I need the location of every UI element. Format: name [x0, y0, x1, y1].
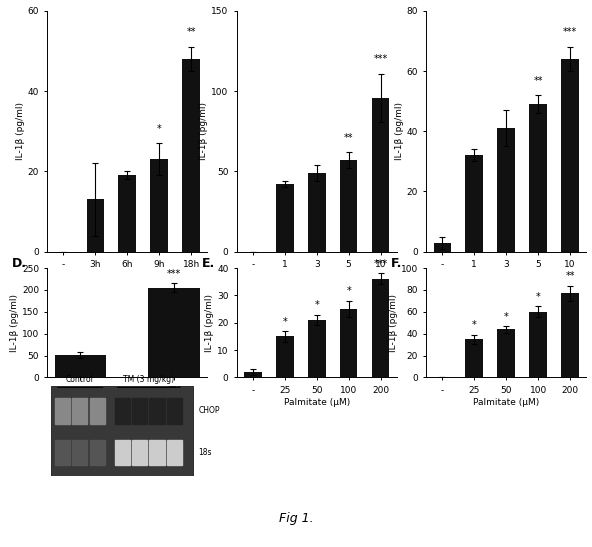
Text: Fig 1.: Fig 1. [279, 512, 313, 525]
X-axis label: TM (10 μg/ml): TM (10 μg/ml) [96, 272, 159, 281]
Text: E.: E. [202, 257, 215, 270]
Bar [465, 155, 483, 252]
Text: F.: F. [391, 257, 403, 270]
Bar [149, 398, 165, 423]
Bar [372, 279, 390, 377]
Bar [244, 372, 262, 377]
Y-axis label: IL-1β (pg/ml): IL-1β (pg/ml) [200, 102, 208, 160]
Text: CHOP: CHOP [199, 406, 220, 415]
Y-axis label: IL-1β (pg/ml): IL-1β (pg/ml) [389, 294, 398, 352]
Y-axis label: IL-1β (pg/ml): IL-1β (pg/ml) [395, 102, 404, 160]
Bar [149, 288, 200, 377]
X-axis label: TM (μg/ml): TM (μg/ml) [482, 272, 530, 281]
Bar [529, 104, 547, 252]
Bar [54, 398, 70, 423]
X-axis label: TM (μg/ml): TM (μg/ml) [292, 272, 341, 281]
Bar [561, 293, 579, 377]
Bar [497, 129, 515, 252]
Bar [561, 59, 579, 252]
Bar [149, 440, 165, 465]
Text: *: * [346, 287, 351, 296]
X-axis label: Palmitate (μM): Palmitate (μM) [284, 398, 350, 406]
Text: *: * [472, 321, 477, 330]
Text: ***: *** [374, 54, 388, 64]
Y-axis label: IL-1β (pg/ml): IL-1β (pg/ml) [16, 102, 25, 160]
Bar [51, 386, 193, 476]
Text: Control: Control [66, 375, 94, 384]
Text: **: ** [565, 271, 575, 281]
Text: 18s: 18s [199, 448, 212, 457]
Bar [115, 398, 130, 423]
Bar [72, 398, 87, 423]
Text: *: * [314, 300, 319, 310]
Bar [308, 173, 326, 252]
Bar [497, 329, 515, 377]
Text: *: * [282, 317, 287, 327]
Bar [167, 398, 182, 423]
Bar [150, 159, 168, 252]
Bar [308, 320, 326, 377]
Y-axis label: IL-1β (pg/ml): IL-1β (pg/ml) [10, 294, 19, 352]
Bar [433, 243, 451, 252]
Text: *: * [157, 124, 162, 133]
Bar [276, 336, 294, 377]
Text: D.: D. [12, 257, 27, 270]
Y-axis label: IL-1β (pg/ml): IL-1β (pg/ml) [205, 294, 214, 352]
Bar [167, 440, 182, 465]
Bar [54, 354, 106, 377]
Text: *: * [504, 312, 509, 322]
Text: ***: *** [563, 27, 577, 37]
Bar [86, 200, 104, 252]
Bar [89, 398, 105, 423]
Bar [54, 440, 70, 465]
Bar [115, 440, 130, 465]
Bar [132, 440, 147, 465]
X-axis label: Palmitate (μM): Palmitate (μM) [473, 398, 539, 406]
Bar [132, 398, 147, 423]
Bar [89, 440, 105, 465]
Text: ***: *** [374, 259, 388, 269]
Text: **: ** [533, 75, 543, 85]
Bar [340, 309, 358, 377]
Bar [72, 440, 87, 465]
Text: *: * [536, 292, 540, 302]
Text: TM (3 mg/kg): TM (3 mg/kg) [123, 375, 174, 384]
Text: ***: *** [167, 269, 181, 279]
Bar [529, 312, 547, 377]
Text: **: ** [344, 132, 353, 143]
Bar [372, 97, 390, 252]
Bar [276, 184, 294, 252]
Text: **: ** [186, 27, 196, 37]
Bar [182, 59, 200, 252]
Bar [465, 339, 483, 377]
Bar [118, 176, 136, 252]
Bar [340, 160, 358, 252]
